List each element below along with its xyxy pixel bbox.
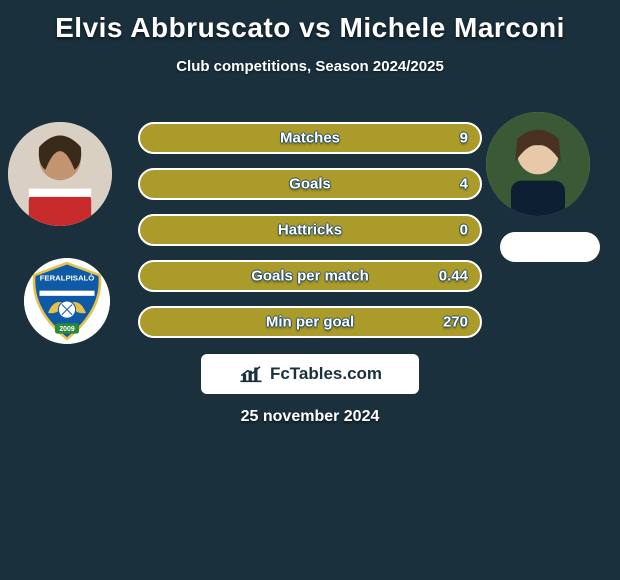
bar-value: 9 bbox=[460, 130, 468, 147]
svg-text:FERALPISALÒ: FERALPISALÒ bbox=[40, 273, 95, 282]
team-right-badge bbox=[500, 232, 600, 262]
bar-label: Matches bbox=[138, 130, 482, 147]
stat-row-hattricks: Hattricks 0 bbox=[138, 214, 482, 246]
brand-badge: FcTables.com bbox=[201, 354, 419, 394]
brand-text: FcTables.com bbox=[270, 364, 382, 384]
bar-label: Goals bbox=[138, 176, 482, 193]
date-text: 25 november 2024 bbox=[0, 408, 620, 426]
svg-text:2009: 2009 bbox=[59, 326, 74, 333]
bar-value: 0.44 bbox=[439, 268, 468, 285]
bar-label: Hattricks bbox=[138, 222, 482, 239]
bar-label: Min per goal bbox=[138, 314, 482, 331]
subtitle: Club competitions, Season 2024/2025 bbox=[0, 58, 620, 75]
page-title: Elvis Abbruscato vs Michele Marconi bbox=[0, 0, 620, 44]
stats-bars: Matches 9 Goals 4 Hattricks 0 Goals per … bbox=[138, 122, 482, 352]
bar-value: 0 bbox=[460, 222, 468, 239]
chart-icon bbox=[238, 363, 264, 385]
bar-label: Goals per match bbox=[138, 268, 482, 285]
stat-row-goals: Goals 4 bbox=[138, 168, 482, 200]
player-left-avatar bbox=[8, 122, 112, 226]
player-right-avatar bbox=[486, 112, 590, 216]
bar-value: 270 bbox=[443, 314, 468, 331]
stat-row-min-per-goal: Min per goal 270 bbox=[138, 306, 482, 338]
stat-row-matches: Matches 9 bbox=[138, 122, 482, 154]
bar-value: 4 bbox=[460, 176, 468, 193]
team-left-badge: FERALPISALÒ 2009 bbox=[24, 258, 110, 344]
stat-row-goals-per-match: Goals per match 0.44 bbox=[138, 260, 482, 292]
